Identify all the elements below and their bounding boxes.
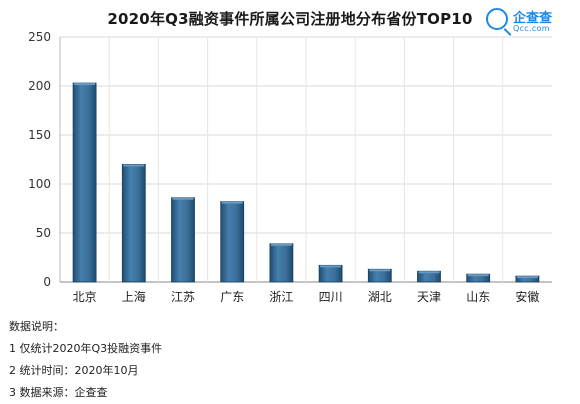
bar-body	[72, 82, 97, 283]
x-tick-label: 四川	[319, 290, 343, 304]
y-tick-label: 200	[28, 79, 51, 93]
notes-line-2: 2 统计时间：2020年10月	[9, 364, 139, 377]
bar	[121, 163, 146, 283]
bar-body	[171, 197, 195, 283]
logo-brand: 企查查	[513, 11, 553, 26]
y-tick-label: 250	[28, 30, 51, 44]
bar	[220, 201, 245, 283]
bar-cap	[123, 164, 145, 167]
bar-body	[318, 264, 343, 283]
bar	[515, 275, 540, 283]
bar	[72, 82, 97, 283]
bar-cap	[516, 276, 538, 279]
logo-domain: Qcc.com	[513, 24, 550, 33]
magnifier-icon	[486, 8, 508, 30]
bar-body	[220, 201, 245, 283]
bar-cap	[369, 269, 391, 272]
notes-line-3: 3 数据来源：企查查	[9, 386, 108, 399]
bar-cap	[418, 271, 440, 274]
x-tick-label: 广东	[220, 290, 244, 304]
bar-body	[269, 243, 294, 283]
bar	[466, 273, 491, 283]
bar	[171, 197, 195, 283]
bar	[269, 243, 294, 283]
x-tick-label: 湖北	[368, 289, 392, 304]
x-tick-label: 山东	[466, 290, 490, 304]
bar	[417, 270, 441, 283]
bar-cap	[74, 83, 96, 86]
y-tick-label: 150	[28, 128, 51, 142]
bar-cap	[221, 201, 243, 204]
bar-cap	[270, 243, 292, 246]
x-tick-label: 天津	[417, 290, 441, 304]
x-tick-label: 北京	[73, 290, 97, 304]
y-tick-label: 100	[28, 177, 51, 191]
notes-heading: 数据说明：	[9, 320, 64, 333]
x-tick-label: 江苏	[171, 290, 195, 304]
qcc-logo: 企查查 Qcc.com	[486, 6, 576, 36]
y-tick-label: 50	[36, 226, 51, 240]
x-tick-label: 上海	[122, 289, 146, 304]
bar	[318, 264, 343, 283]
bar	[367, 268, 392, 283]
x-tick-label: 浙江	[269, 290, 293, 304]
y-tick-label: 0	[43, 275, 51, 289]
chart-title: 2020年Q3融资事件所属公司注册地分布省份TOP10	[107, 10, 473, 28]
data-notes: 数据说明： 1 仅统计2020年Q3投融资事件 2 统计时间：2020年10月 …	[9, 316, 162, 404]
bar-body	[121, 163, 146, 283]
bar-cap	[172, 197, 194, 200]
bar-cap	[320, 265, 342, 268]
notes-line-1: 1 仅统计2020年Q3投融资事件	[9, 342, 163, 355]
x-tick-label: 安徽	[515, 289, 539, 304]
bar-cap	[467, 274, 489, 277]
